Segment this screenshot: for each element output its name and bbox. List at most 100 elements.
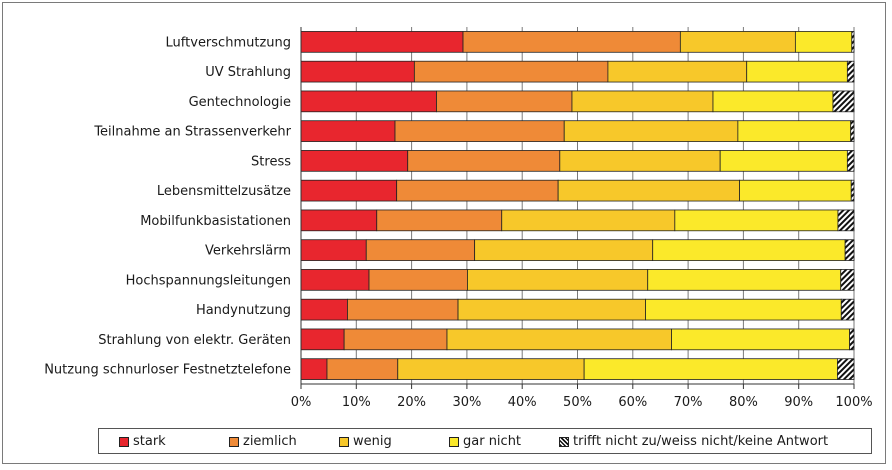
bar-segment-4-4	[846, 150, 855, 172]
category-labels: Luftverschmutzung UV Strahlung Gentechnolo…	[44, 35, 291, 377]
bar-segment-2-10	[446, 328, 672, 351]
bar-segment-4-8	[840, 269, 855, 291]
bar-segment-0-1	[300, 60, 415, 83]
x-tick-label: 50%	[563, 395, 592, 410]
bar-segment-4-5	[850, 179, 855, 202]
legend-label: gar nicht	[463, 434, 522, 449]
bar-segment-0-6	[300, 209, 378, 232]
bar-segment-3-8	[647, 269, 842, 291]
bar-segment-0-11	[300, 358, 328, 380]
legend-item-keine-antwort: trifft nicht zu/weiss nicht/keine Antwor…	[559, 434, 828, 449]
bar-segment-4-6	[837, 209, 855, 232]
bar-segment-0-7	[300, 239, 367, 261]
bar-segment-4-10	[849, 328, 855, 351]
legend-swatch-wenig	[339, 436, 349, 447]
bar-segment-3-3	[737, 120, 852, 142]
bar-segment-0-5	[300, 179, 398, 202]
bar-segment-1-2	[436, 90, 573, 113]
x-axis-ticks: 0% 10% 20% 30% 40% 50% 60% 70% 80% 90% 100%	[291, 27, 873, 410]
legend-item-gar-nicht: gar nicht	[449, 434, 521, 449]
bar-segment-2-5	[557, 179, 740, 202]
bars	[300, 31, 855, 380]
legend-swatch-gar-nicht	[449, 436, 459, 447]
category-label: Hochspannungsleitungen	[126, 273, 291, 288]
bar-segment-3-7	[652, 239, 846, 261]
bar-segment-3-0	[794, 31, 853, 53]
bar-segment-3-2	[712, 90, 834, 113]
bar-segment-3-1	[746, 60, 848, 83]
bar-segment-2-6	[501, 209, 676, 232]
bar-segment-1-8	[368, 269, 468, 291]
bar-segment-2-7	[474, 239, 654, 261]
legend-item-ziemlich: ziemlich	[229, 434, 297, 449]
bar-segment-1-10	[343, 328, 448, 351]
category-label: Nutzung schnurloser Festnetztelefone	[44, 363, 291, 378]
bar-segment-2-9	[457, 298, 646, 321]
bar-segment-0-10	[300, 328, 345, 351]
x-tick-label: 90%	[784, 395, 813, 410]
x-tick-label: 70%	[674, 395, 703, 410]
legend-item-stark: stark	[119, 434, 166, 449]
bar-segment-2-3	[563, 120, 739, 142]
legend-label: trifft nicht zu/weiss nicht/keine Antwor…	[573, 434, 829, 449]
bar-segment-4-11	[837, 358, 855, 380]
bar-segment-2-4	[559, 150, 721, 172]
bar-segment-4-0	[851, 31, 855, 53]
bar-segment-1-7	[365, 239, 476, 261]
bar-segment-3-4	[719, 150, 848, 172]
bar-segment-4-7	[844, 239, 855, 261]
legend-swatch-stark	[119, 436, 129, 447]
legend-item-wenig: wenig	[339, 434, 392, 449]
bar-segment-2-0	[679, 31, 796, 53]
x-tick-label: 40%	[508, 395, 537, 410]
category-label: Luftverschmutzung	[166, 35, 291, 50]
bar-segment-4-3	[850, 120, 855, 142]
legend-swatch-ziemlich	[229, 436, 239, 447]
bar-segment-0-9	[300, 298, 348, 321]
category-label: Strahlung von elektr. Geräten	[98, 333, 291, 348]
bar-segment-1-0	[462, 31, 681, 53]
x-tick-label: 80%	[729, 395, 758, 410]
x-tick-label: 30%	[452, 395, 481, 410]
bar-segment-1-3	[394, 120, 565, 142]
category-label: Gentechnologie	[189, 95, 291, 110]
bar-segment-0-3	[300, 120, 396, 142]
bar-segment-2-8	[467, 269, 649, 291]
bar-segment-4-1	[846, 60, 855, 83]
category-label: Stress	[251, 154, 291, 169]
bar-segment-0-4	[300, 150, 409, 172]
bar-segment-0-8	[300, 269, 370, 291]
x-tick-label: 100%	[835, 395, 872, 410]
category-label: Teilnahme an Strassenverkehr	[93, 125, 291, 140]
bar-segment-1-4	[407, 150, 561, 172]
bar-segment-4-2	[832, 90, 855, 113]
bar-segment-2-11	[397, 358, 585, 380]
category-label: UV Strahlung	[205, 65, 291, 80]
bar-segment-0-2	[300, 90, 437, 113]
x-tick-label: 10%	[342, 395, 371, 410]
bar-segment-1-11	[326, 358, 399, 380]
bar-segment-1-9	[347, 298, 459, 321]
bar-segment-2-2	[571, 90, 714, 113]
bar-segment-4-9	[840, 298, 855, 321]
category-label: Mobilfunkbasistationen	[140, 214, 291, 229]
x-tick-label: 0%	[291, 395, 312, 410]
legend: stark ziemlich wenig gar nicht trifft ni…	[98, 428, 872, 454]
category-label: Lebensmittelzusätze	[157, 184, 291, 199]
bar-segment-3-5	[739, 179, 852, 202]
x-tick-label: 20%	[397, 395, 426, 410]
bar-segment-1-5	[396, 179, 559, 202]
category-label: Verkehrslärm	[205, 244, 291, 259]
x-tick-label: 60%	[618, 395, 647, 410]
bar-segment-3-11	[583, 358, 838, 380]
legend-label: stark	[133, 434, 166, 449]
legend-label: ziemlich	[243, 434, 297, 449]
legend-label: wenig	[353, 434, 392, 449]
bar-segment-2-1	[607, 60, 748, 83]
bar-segment-0-0	[300, 31, 464, 53]
category-label: Handynutzung	[196, 303, 291, 318]
bar-segment-1-6	[376, 209, 503, 232]
legend-swatch-keine-antwort	[559, 436, 569, 447]
bar-segment-3-9	[645, 298, 842, 321]
